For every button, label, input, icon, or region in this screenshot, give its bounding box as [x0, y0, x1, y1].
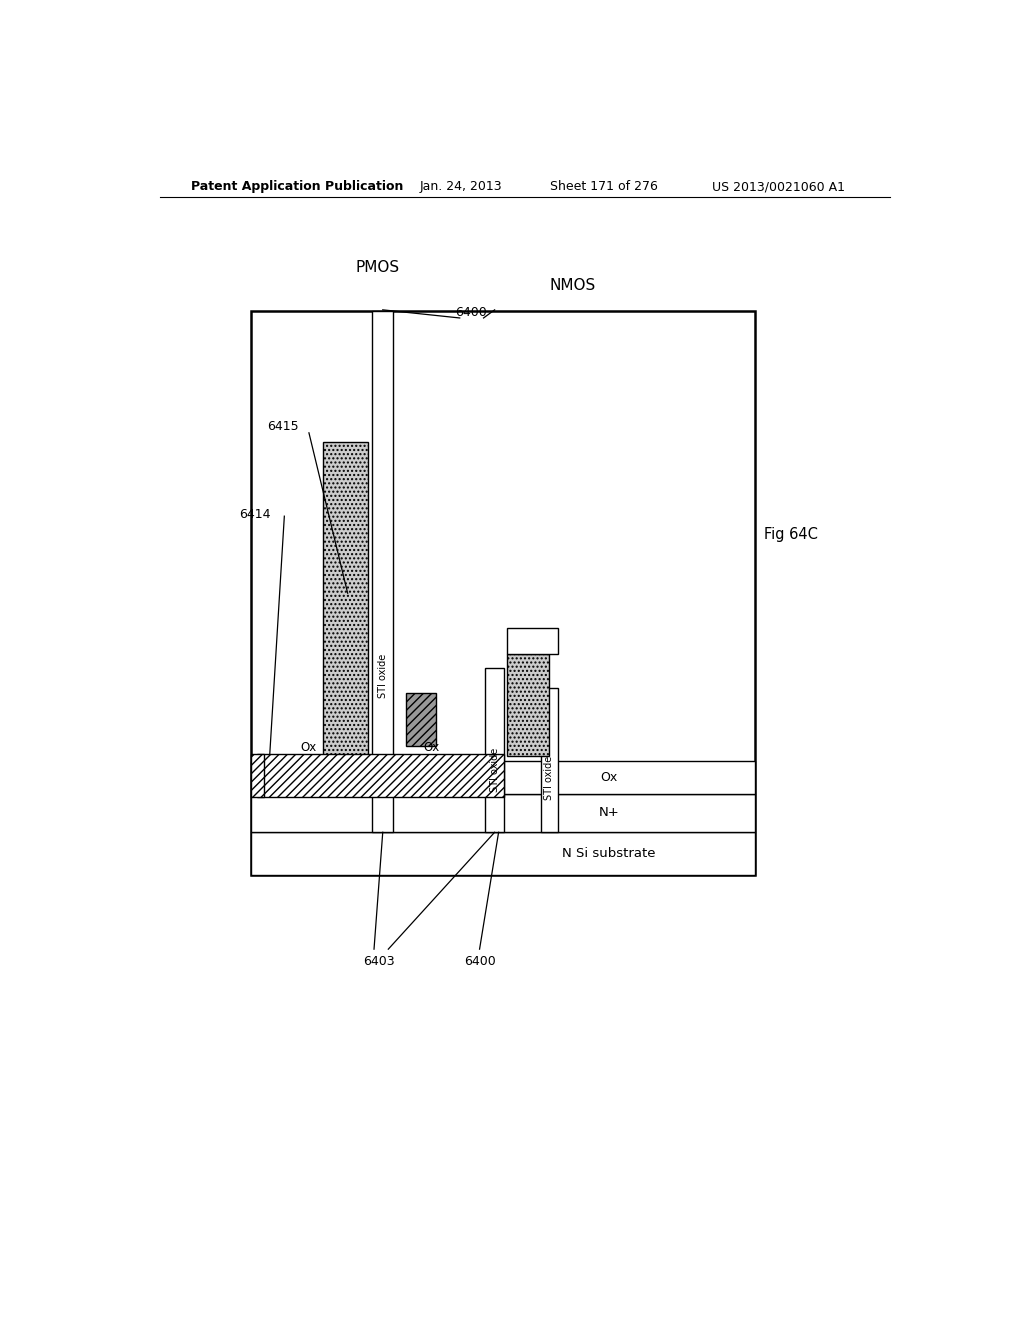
Text: PMOS: PMOS [356, 260, 400, 275]
Bar [251, 793, 755, 833]
Text: 6415: 6415 [267, 420, 299, 433]
Text: 6403: 6403 [362, 954, 394, 968]
Text: N+: N+ [598, 807, 620, 820]
Bar [507, 628, 558, 655]
Text: Ox: Ox [600, 771, 617, 784]
Text: Jan. 24, 2013: Jan. 24, 2013 [420, 181, 503, 193]
Bar [406, 693, 436, 746]
Text: Fig 64C: Fig 64C [764, 527, 817, 543]
Text: 6414: 6414 [240, 508, 270, 520]
Bar [507, 655, 549, 756]
Text: Ox: Ox [423, 742, 439, 755]
Text: STI oxide: STI oxide [545, 755, 554, 800]
Text: Sheet 171 of 276: Sheet 171 of 276 [550, 181, 658, 193]
Text: Ox: Ox [300, 742, 316, 755]
Text: N Si substrate: N Si substrate [562, 847, 655, 861]
Text: STI oxide: STI oxide [378, 653, 388, 698]
Bar [373, 312, 393, 833]
Bar [257, 754, 504, 797]
Bar [485, 668, 504, 833]
Text: US 2013/0021060 A1: US 2013/0021060 A1 [713, 181, 845, 193]
Text: 6400: 6400 [464, 954, 496, 968]
Bar [251, 762, 755, 793]
Text: 6400: 6400 [455, 306, 486, 319]
Bar [324, 442, 368, 758]
Text: NMOS: NMOS [549, 279, 596, 293]
Bar [251, 310, 755, 875]
Bar [541, 688, 558, 833]
Text: Patent Application Publication: Patent Application Publication [191, 181, 403, 193]
Text: STI oxide: STI oxide [489, 747, 500, 792]
Bar [251, 754, 264, 797]
Bar [251, 833, 755, 875]
